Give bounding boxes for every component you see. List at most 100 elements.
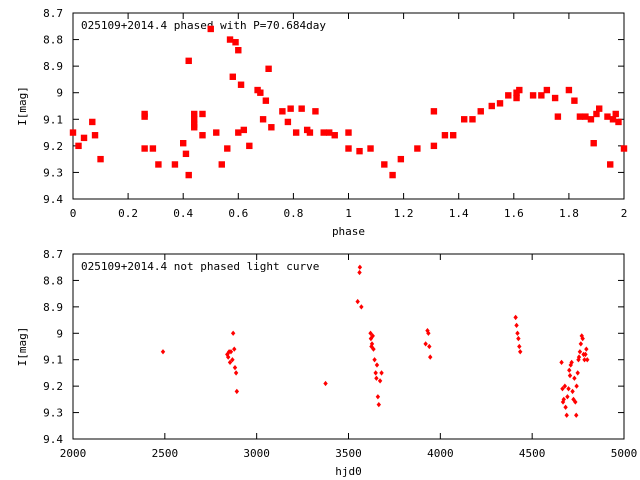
chart-title: 025109+2014.4 not phased light curve bbox=[81, 260, 319, 273]
data-point bbox=[414, 145, 421, 152]
data-point bbox=[233, 370, 239, 376]
data-point bbox=[570, 388, 575, 395]
data-point bbox=[576, 354, 582, 360]
data-point bbox=[237, 81, 245, 88]
data-point bbox=[284, 118, 292, 126]
data-point bbox=[218, 161, 225, 168]
data-point bbox=[560, 399, 566, 405]
y-tick-label: 9.3 bbox=[43, 166, 63, 179]
data-point bbox=[397, 155, 405, 163]
data-point bbox=[232, 365, 238, 371]
data-point bbox=[430, 142, 438, 150]
data-point bbox=[374, 375, 379, 381]
data-point bbox=[573, 399, 578, 405]
x-tick-label: 1.2 bbox=[394, 207, 414, 220]
data-point bbox=[292, 129, 300, 136]
data-point bbox=[516, 335, 521, 342]
y-tick-label: 9.3 bbox=[43, 407, 63, 420]
plot-frame bbox=[72, 12, 625, 200]
x-tick-label: 4500 bbox=[519, 447, 546, 460]
data-point bbox=[375, 394, 381, 400]
x-tick-label: 0.4 bbox=[173, 207, 193, 220]
data-point bbox=[569, 359, 574, 365]
data-point bbox=[580, 335, 585, 342]
y-tick-label: 9.2 bbox=[43, 140, 63, 153]
data-point bbox=[89, 118, 96, 126]
data-point bbox=[607, 161, 614, 168]
data-point bbox=[566, 386, 571, 392]
data-point bbox=[232, 346, 237, 352]
data-point bbox=[262, 97, 270, 104]
data-point bbox=[191, 110, 198, 118]
data-point bbox=[182, 150, 190, 158]
data-point bbox=[298, 105, 305, 112]
data-point bbox=[279, 108, 286, 115]
data-point bbox=[579, 333, 584, 339]
x-tick-label: 3000 bbox=[243, 447, 270, 460]
data-point bbox=[265, 65, 272, 72]
data-point bbox=[235, 129, 242, 136]
x-tick-label: 5000 bbox=[611, 447, 638, 460]
data-point bbox=[574, 412, 579, 418]
x-tick-label: 1.6 bbox=[504, 207, 524, 220]
y-tick-label: 8.9 bbox=[43, 60, 63, 73]
data-point bbox=[171, 161, 179, 168]
y-tick-label: 9.1 bbox=[43, 354, 63, 367]
data-point bbox=[185, 57, 192, 65]
data-point bbox=[583, 351, 588, 358]
data-point bbox=[575, 370, 580, 376]
chart-panel-1: 0 0.2 0.4 0.6 0.8 1 1.2 1.4 1.6 1.8 2 8.7 8.8 8.9 9 9.1… bbox=[16, 7, 627, 238]
data-point bbox=[567, 367, 572, 373]
data-point bbox=[615, 118, 622, 126]
data-point bbox=[604, 113, 611, 120]
data-point bbox=[561, 396, 566, 402]
data-point bbox=[543, 86, 551, 94]
data-point bbox=[515, 330, 520, 336]
data-point bbox=[199, 132, 206, 139]
data-point bbox=[477, 108, 484, 115]
x-axis-label: hjd0 bbox=[335, 465, 362, 478]
data-point bbox=[75, 142, 82, 150]
data-point bbox=[374, 362, 380, 368]
data-point bbox=[224, 145, 231, 152]
data-point bbox=[577, 349, 583, 355]
data-point bbox=[326, 129, 333, 136]
data-point bbox=[229, 73, 236, 80]
data-point bbox=[517, 343, 522, 350]
data-point bbox=[371, 346, 376, 352]
data-point bbox=[554, 113, 562, 120]
data-point bbox=[232, 39, 239, 46]
data-point bbox=[565, 86, 573, 94]
data-point bbox=[376, 402, 382, 408]
data-point bbox=[246, 142, 253, 150]
data-point bbox=[185, 171, 192, 179]
data-point bbox=[230, 357, 235, 363]
data-point bbox=[578, 341, 584, 347]
y-tick-label: 9.4 bbox=[43, 193, 63, 206]
data-point bbox=[207, 25, 214, 33]
data-point bbox=[320, 129, 327, 136]
data-point bbox=[80, 134, 88, 142]
data-point bbox=[228, 349, 234, 355]
y-tick-label: 9.4 bbox=[43, 433, 63, 446]
data-point bbox=[91, 132, 99, 139]
data-point bbox=[306, 129, 314, 136]
chart-title: 025109+2014.4 phased with P=70.684day bbox=[81, 19, 326, 32]
data-point bbox=[593, 110, 600, 118]
data-point bbox=[370, 333, 375, 339]
data-point bbox=[560, 386, 565, 392]
data-point bbox=[514, 322, 519, 328]
data-point bbox=[551, 94, 559, 102]
data-point bbox=[574, 383, 579, 389]
data-point bbox=[609, 116, 617, 123]
data-point bbox=[97, 155, 104, 163]
data-point bbox=[426, 330, 431, 336]
data-point bbox=[213, 129, 220, 136]
data-point bbox=[529, 92, 537, 99]
data-point bbox=[584, 346, 589, 352]
x-tick-label: 2000 bbox=[60, 447, 87, 460]
y-tick-label: 8.8 bbox=[43, 274, 63, 287]
data-point bbox=[287, 105, 294, 112]
